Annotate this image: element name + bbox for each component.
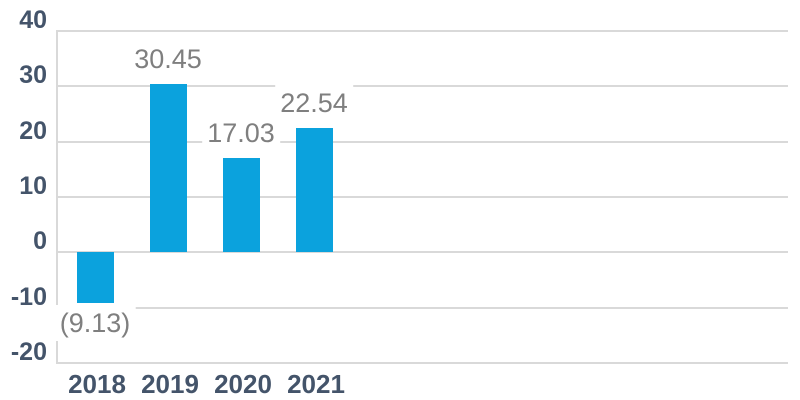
y-axis-line xyxy=(56,30,58,364)
y-tick-label-30: 30 xyxy=(19,61,47,90)
value-label-2021: 22.54 xyxy=(275,84,353,121)
bar-2019 xyxy=(149,83,187,253)
y-tick-label-10: 10 xyxy=(19,172,47,200)
gridline-y-0 xyxy=(58,251,788,254)
value-label-2018: (9.13) xyxy=(54,304,136,341)
value-label-2020: 17.03 xyxy=(202,115,280,152)
bar-2021 xyxy=(295,127,333,253)
x-tick-label-2021: 2021 xyxy=(287,369,345,399)
x-tick-label-2019: 2019 xyxy=(141,369,199,399)
x-tick-label-2018: 2018 xyxy=(68,369,126,399)
gridline-y--20 xyxy=(58,362,788,364)
gridline-y-10 xyxy=(58,196,788,198)
y-tick-label--10: -10 xyxy=(10,282,47,311)
value-label-2019: 30.45 xyxy=(129,40,207,77)
y-tick-label-20: 20 xyxy=(19,116,47,145)
bar-2020 xyxy=(222,158,260,253)
gridline-y-20 xyxy=(58,140,788,143)
y-tick-label--20: -20 xyxy=(10,338,47,366)
bar-2018 xyxy=(76,252,114,303)
y-tick-label-0: 0 xyxy=(33,227,47,256)
gridline-y-30 xyxy=(58,85,788,88)
gridline-y--10 xyxy=(58,306,788,309)
y-tick-label-40: 40 xyxy=(19,6,47,34)
gridline-y-40 xyxy=(58,30,788,32)
x-tick-label-2020: 2020 xyxy=(214,369,272,399)
